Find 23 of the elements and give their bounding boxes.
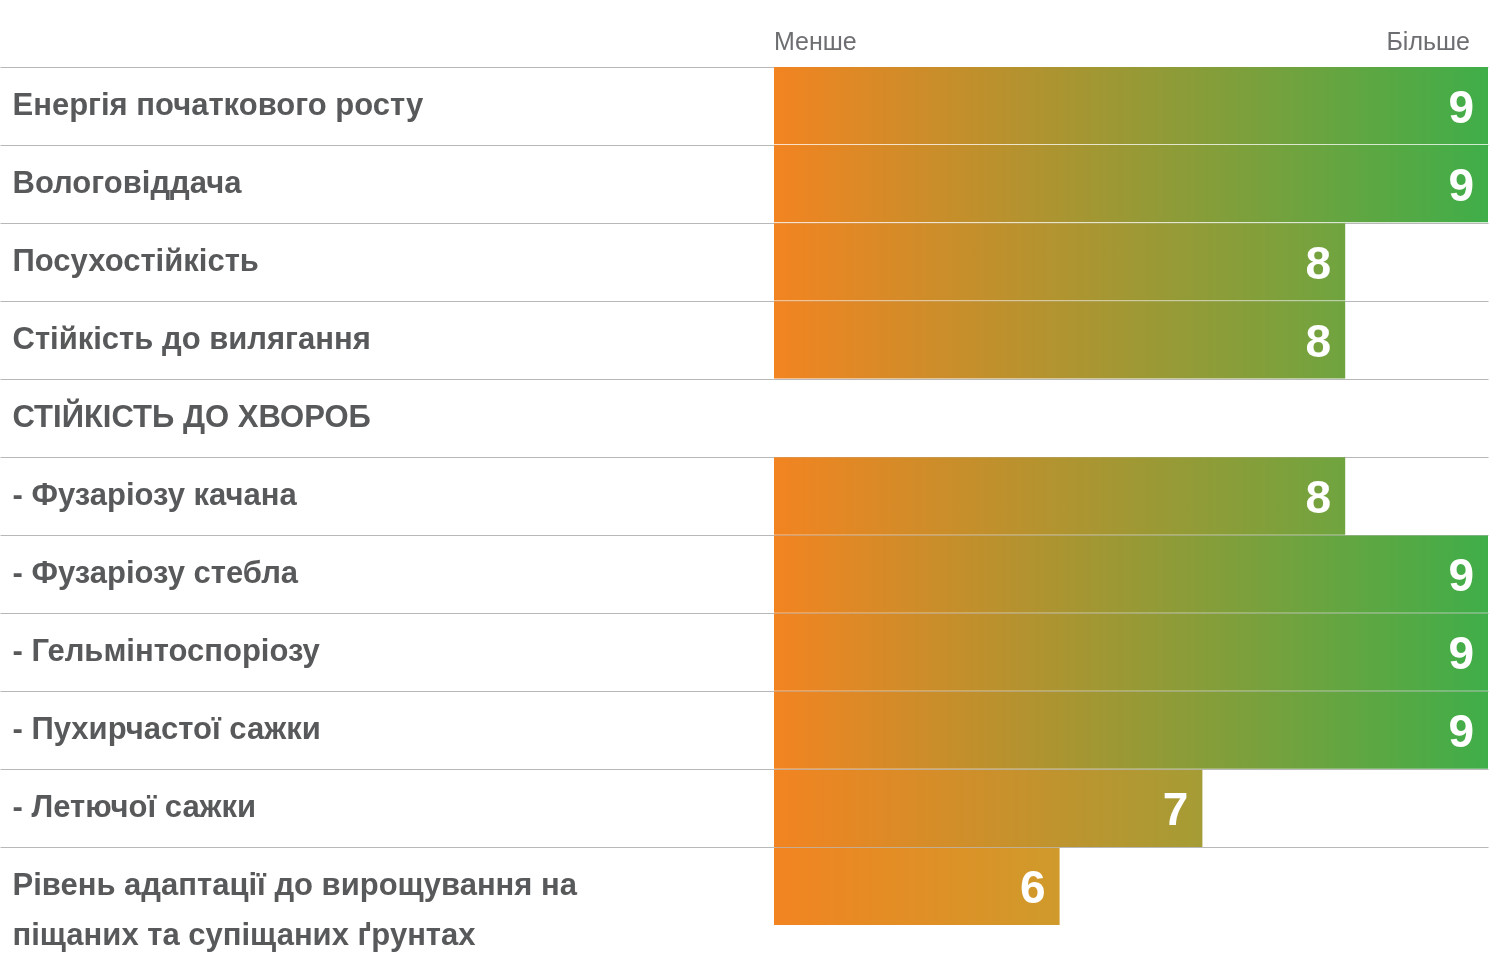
y-tick-label: - Летючої сажки [12,789,257,825]
y-tick-label: Вологовіддача [12,164,243,200]
data-label: 9 [1448,705,1474,758]
data-label: 7 [1162,783,1189,836]
data-label: 9 [1448,158,1474,211]
y-tick-label: - Фузаріозу качана [12,477,298,512]
data-label: 8 [1305,314,1332,367]
y-tick-label: - Гельмінтоспоріозу [12,633,321,669]
annotation: Більше [1386,27,1470,55]
data-label: 9 [1448,549,1474,602]
y-tick-label: - Пухирчастої сажки [12,711,321,747]
y-tick-label: Стійкість до вилягання [12,320,371,356]
data-label: 8 [1305,471,1332,523]
annotation: Менше [774,27,857,55]
data-label: 9 [1448,80,1474,133]
y-tick-label: Енергія початкового росту [12,86,424,122]
y-tick-label: Посухостійкість [12,242,259,278]
y-tick-label: - Фузаріозу стебла [12,555,299,591]
y-tick-label: Рівень адаптації до вирощування на піщаних та супіщаних ґрунтах [12,867,578,953]
y-tick-label: СТІЙКІСТЬ ДО ХВОРОБ [12,397,371,434]
data-label: 6 [1020,861,1046,914]
data-label: 9 [1448,627,1474,680]
data-label: 8 [1305,236,1332,289]
